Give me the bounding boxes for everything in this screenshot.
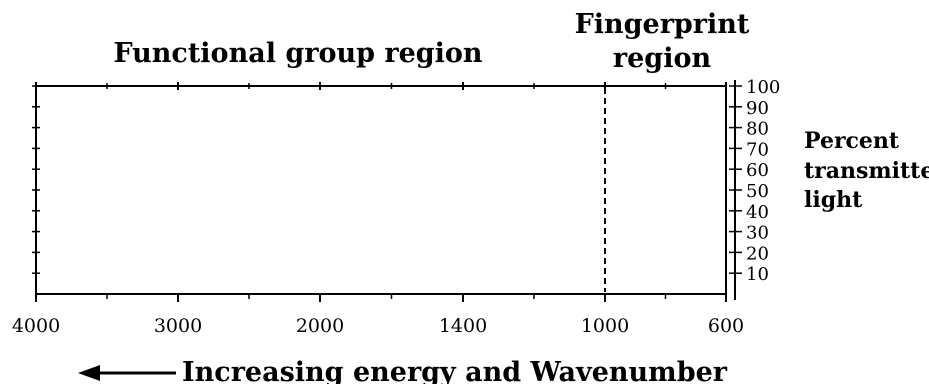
left-arrow-icon xyxy=(78,365,176,381)
fingerprint-title-line1: Fingerprint xyxy=(575,9,750,40)
x-tick-label: 1400 xyxy=(439,315,487,337)
y-tick-label: 100 xyxy=(746,77,780,98)
plot-frame xyxy=(35,85,727,295)
y-axis-label-line2: transmitted xyxy=(804,158,929,184)
x-tick-label: 3000 xyxy=(154,315,202,337)
y-tick-label: 50 xyxy=(746,181,769,202)
y-tick-label: 90 xyxy=(746,98,769,119)
x-axis-caption: Increasing energy and Wavenumber xyxy=(182,357,728,384)
y-tick-label: 80 xyxy=(746,119,769,140)
x-axis-ticks: 4000 3000 2000 1400 1000 600 xyxy=(12,82,744,337)
y-axis-label-line3: light xyxy=(804,187,863,213)
y-tick-label: 60 xyxy=(746,160,769,181)
y-tick-label: 70 xyxy=(746,139,769,160)
y-tick-label: 30 xyxy=(746,223,769,244)
y-tick-label: 10 xyxy=(746,264,769,285)
x-tick-label: 4000 xyxy=(12,315,60,337)
x-tick-label: 1000 xyxy=(581,315,629,337)
fingerprint-title-line2: region xyxy=(613,43,712,74)
x-tick-label: 600 xyxy=(708,315,744,337)
x-tick-label: 2000 xyxy=(296,315,344,337)
y-axis-label-line1: Percent xyxy=(804,128,900,154)
y-tick-label: 20 xyxy=(746,243,769,264)
functional-group-title: Functional group region xyxy=(113,38,482,69)
y-tick-label: 40 xyxy=(746,202,769,223)
